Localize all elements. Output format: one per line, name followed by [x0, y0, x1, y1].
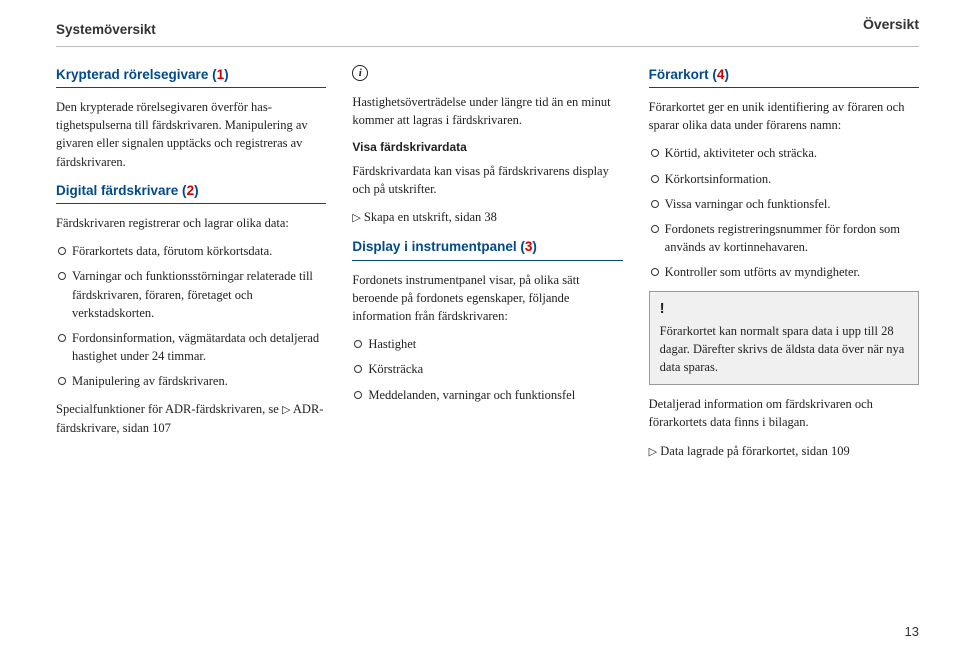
paragraph: Detaljerad information om färdskrivaren … — [649, 395, 919, 431]
paragraph: Färdskrivardata kan visas på färdskrivar… — [352, 162, 622, 198]
alert-icon: ! — [660, 298, 908, 320]
section-title-3: Display i instrumentpanel (3) — [352, 237, 622, 261]
page-side-title: Systemöversikt — [56, 20, 919, 40]
list-item: Förarkortets data, förutom körkorts­data… — [56, 242, 326, 260]
triangle-icon: ▷ — [352, 211, 360, 227]
content-columns: Krypterad rörelsegivare (1) Den kryptera… — [56, 63, 919, 471]
title-text-close: ) — [224, 67, 229, 82]
list-item: Vissa varningar och funktionsfel. — [649, 195, 919, 213]
title-text: Display i instrumentpanel ( — [352, 239, 525, 254]
bullet-list: Körtid, aktiviteter och sträcka. Körkort… — [649, 144, 919, 281]
list-item: Fordonets registreringsnummer för for­do… — [649, 220, 919, 256]
header-rule — [56, 46, 919, 47]
list-item: Körsträcka — [352, 360, 622, 378]
paragraph: Den krypterade rörelsegivaren överför ha… — [56, 98, 326, 171]
bullet-list: Förarkortets data, förutom körkorts­data… — [56, 242, 326, 390]
paragraph: Färdskrivaren registrerar och lagrar oli… — [56, 214, 326, 232]
list-item: Hastighet — [352, 335, 622, 353]
alert-text: Förarkortet kan normalt spara data i upp… — [660, 322, 908, 376]
page-number: 13 — [905, 623, 919, 642]
title-text: Krypterad rörelsegivare ( — [56, 67, 217, 82]
page-header-right: Översikt — [863, 14, 919, 34]
alert-box: ! Förarkortet kan normalt spara data i u… — [649, 291, 919, 385]
info-icon: i — [352, 65, 368, 81]
title-text: Förarkort ( — [649, 67, 717, 82]
title-text-close: ) — [724, 67, 729, 82]
section-title-1: Krypterad rörelsegivare (1) — [56, 65, 326, 89]
title-text: Digital färdskrivare ( — [56, 183, 187, 198]
paragraph: Fordonets instrumentpanel visar, på olik… — [352, 271, 622, 325]
title-number: 1 — [217, 67, 225, 82]
title-number: 2 — [187, 183, 195, 198]
paragraph: Specialfunktioner för ADR-färdskrivaren,… — [56, 400, 326, 437]
list-item: Körtid, aktiviteter och sträcka. — [649, 144, 919, 162]
title-text-close: ) — [194, 183, 199, 198]
paragraph: Förarkortet ger en unik identifiering av… — [649, 98, 919, 134]
bullet-list: Hastighet Körsträcka Meddelanden, varnin… — [352, 335, 622, 403]
column-2: i Hastighetsöverträdelse under längre ti… — [352, 63, 622, 471]
paragraph: ▷ Skapa en utskrift, sidan 38 — [352, 208, 622, 227]
text: Specialfunktioner för ADR-färdskrivaren,… — [56, 402, 282, 416]
section-title-4: Förarkort (4) — [649, 65, 919, 89]
list-item: Körkortsinformation. — [649, 170, 919, 188]
title-text-close: ) — [532, 239, 537, 254]
list-item: Varningar och funktionsstörningar relat­… — [56, 267, 326, 321]
paragraph: Hastighetsöverträdelse under längre tid … — [352, 93, 622, 129]
triangle-icon: ▷ — [649, 445, 657, 461]
list-item: Kontroller som utförts av myndigheter. — [649, 263, 919, 281]
paragraph: ▷ Data lagrade på förarkortet, sidan 109 — [649, 442, 919, 461]
list-item: Fordonsinformation, vägmätardata och det… — [56, 329, 326, 365]
text: Skapa en utskrift, sidan 38 — [361, 210, 497, 224]
column-3: Förarkort (4) Förarkortet ger en unik id… — [649, 63, 919, 471]
column-1: Krypterad rörelsegivare (1) Den kryptera… — [56, 63, 326, 471]
subheading: Visa färdskrivardata — [352, 139, 622, 156]
section-title-2: Digital färdskrivare (2) — [56, 181, 326, 205]
text: Data lagrade på förarkortet, sidan 109 — [657, 444, 850, 458]
list-item: Manipulering av färdskrivaren. — [56, 372, 326, 390]
list-item: Meddelanden, varningar och funktions­fel — [352, 386, 622, 404]
